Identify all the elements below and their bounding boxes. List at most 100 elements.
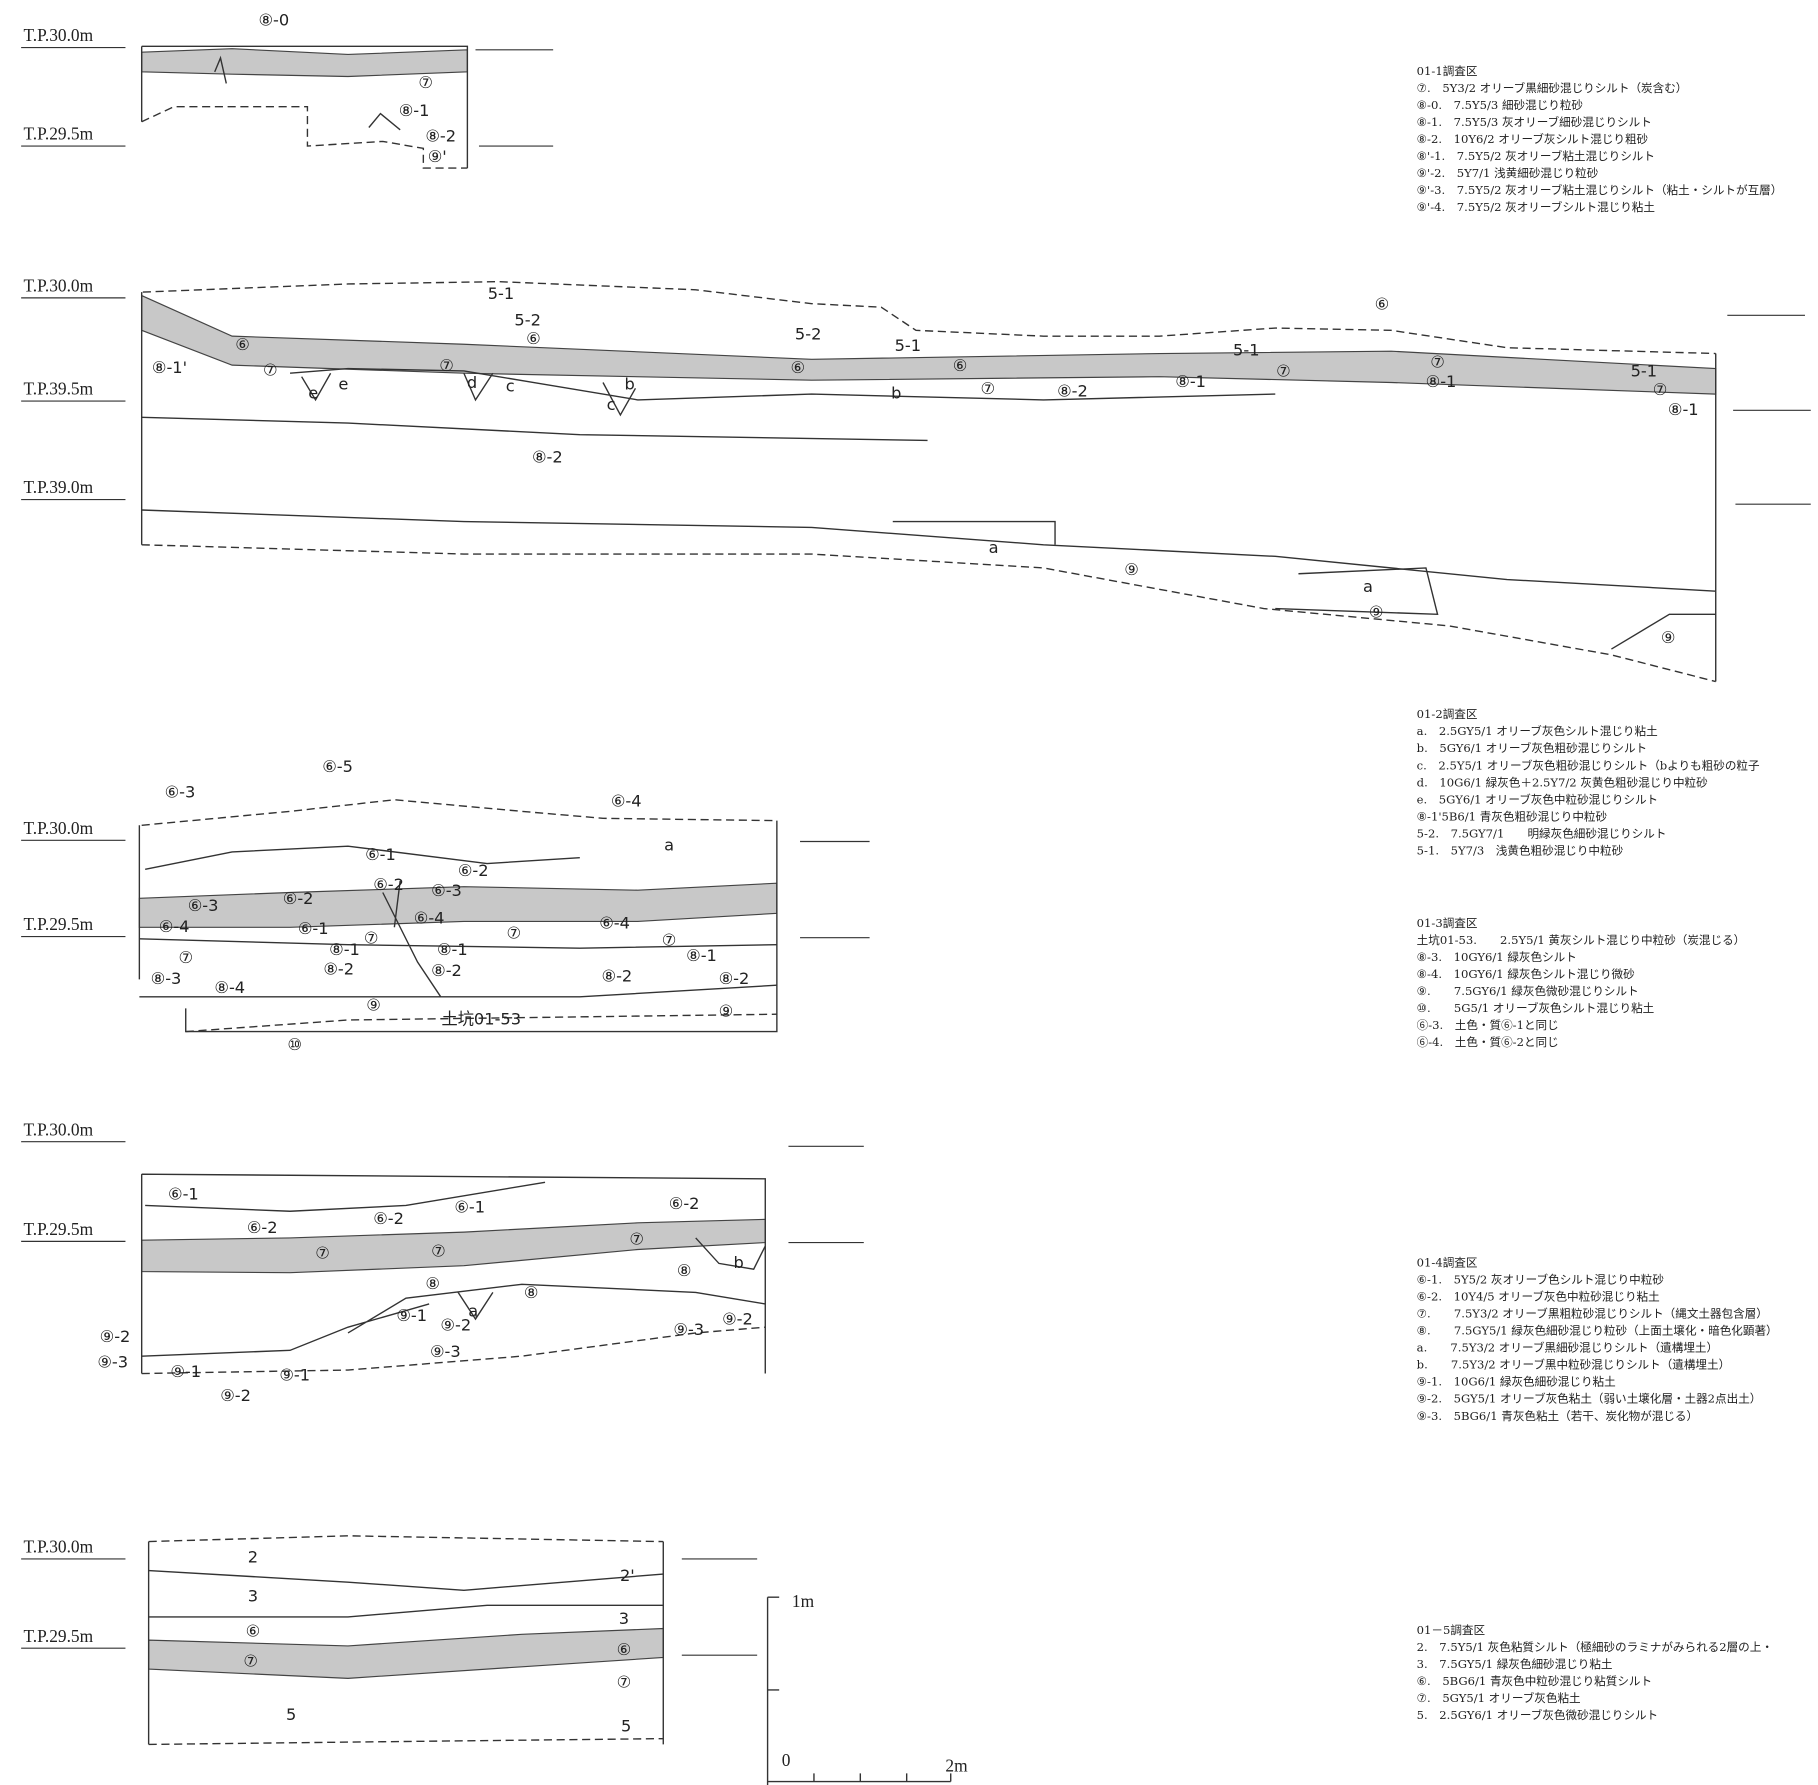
layer-label: ⑧-0 (258, 10, 289, 29)
legend-item: 5. 2.5GY6/1 オリーブ灰色微砂混じりシルト (1417, 1708, 1658, 1722)
layer-label: ⑨ (1369, 603, 1384, 622)
layer-label: ⑧-1 (686, 946, 717, 965)
legend-item: ⑨. 7.5GY6/1 緑灰色微砂混じりシルト (1417, 984, 1639, 998)
layer-label: ⑦ (506, 924, 521, 943)
legend-item: b. 7.5Y3/2 オリーブ黒中粒砂混じりシルト（遺構埋土） (1417, 1358, 1731, 1372)
layer-label: ⑧-1' (152, 358, 187, 377)
layer-label: ⑧-2 (1057, 381, 1088, 400)
layer-label: ⑨-2 (220, 1386, 251, 1405)
legend-item: ⑧-2. 10Y6/2 オリーブ灰シルト混じり粗砂 (1417, 132, 1649, 146)
layer-label: ⑥-2 (458, 861, 489, 880)
layer-label: ⑧-2 (602, 967, 633, 986)
layer-label: a (989, 538, 999, 557)
layer-label: e (338, 374, 348, 393)
layer-label: ⑦ (1653, 380, 1668, 399)
layer-label: ⑥-1 (454, 1197, 485, 1216)
layer-label: ⑥-1 (365, 845, 396, 864)
layer-label: ⑨-3 (97, 1353, 128, 1372)
legend-item: 2. 7.5Y5/1 灰色粘質シルト（極細砂のラミナがみられる2層の上・ (1417, 1640, 1773, 1654)
level-label: T.P.30.0m (23, 819, 93, 838)
legend-item: ⑥-4. 土色・質⑥-2と同じ (1417, 1035, 1559, 1049)
layer-label: ⑦ (439, 356, 454, 375)
legend-item: ⑧. 7.5GY5/1 緑灰色細砂混じり粒砂（上面土壌化・暗色化顕著） (1417, 1324, 1778, 1338)
layer-label: a (664, 836, 674, 855)
layer-label: ⑨ (1124, 560, 1139, 579)
layer-label: 5-2 (795, 324, 822, 343)
layer-label: 5-1 (1233, 341, 1260, 360)
layer-label: ⑥-4 (414, 909, 445, 928)
legend-item: ⑥-1. 5Y5/2 灰オリーブ色シルト混じり中粒砂 (1417, 1272, 1665, 1286)
layer-label: ⑧ (524, 1283, 539, 1302)
legend-item: a. 2.5GY5/1 オリーブ灰色シルト混じり粘土 (1417, 724, 1658, 738)
layer-label: ⑦ (1430, 352, 1445, 371)
level-label: T.P.29.5m (23, 915, 93, 934)
legend-item: ⑧-1. 7.5Y5/3 灰オリーブ細砂混じりシルト (1417, 115, 1652, 129)
layer-label: 2' (620, 1566, 635, 1585)
layer-label: ⑨-2 (100, 1327, 131, 1346)
level-label: T.P.30.0m (23, 276, 93, 295)
layer-label: ⑥ (790, 358, 805, 377)
layer-label: ⑧-1 (1426, 372, 1457, 391)
layer-label: d (467, 373, 477, 392)
level-label: T.P.30.0m (23, 26, 93, 45)
layer-label: a (468, 1302, 478, 1321)
legend-item: ⑦. 5Y3/2 オリーブ黒細砂混じりシルト（炭含む） (1417, 81, 1688, 95)
layer-label: 5-2 (514, 311, 540, 330)
section-5-drawing (147, 1535, 952, 1785)
layer-label: ⑥-3 (165, 782, 196, 801)
layer-label: ⑨ (719, 1001, 734, 1020)
layer-label: 土坑01-53 (442, 1010, 522, 1029)
legend-item: 5-2. 7.5GY7/1 明緑灰色細砂混じりシルト (1417, 826, 1667, 840)
legend-item: ⑧-3. 10GY6/1 緑灰色シルト (1417, 950, 1577, 964)
layer-label: ⑥ (526, 329, 541, 348)
layer-label: ⑨ (366, 996, 381, 1015)
legend-title: 01-1調査区 (1417, 64, 1478, 78)
layer-label: ⑥ (246, 1622, 261, 1641)
layer-label: b (891, 384, 901, 403)
layer-label: ⑧-1 (437, 940, 468, 959)
level-label: T.P.39.5m (23, 380, 93, 399)
legend-item: ⑨-1. 10G6/1 緑灰色細砂混じり粘土 (1417, 1375, 1616, 1389)
layer-label: ⑥-2 (247, 1218, 278, 1237)
layer-label: b (733, 1253, 743, 1272)
legend-item: ⑥-2. 10Y4/5 オリーブ灰色中粒砂混じり粘土 (1417, 1289, 1660, 1303)
layer-label: ⑧ (425, 1274, 440, 1293)
legend-item: b. 5GY6/1 オリーブ灰色粗砂混じりシルト (1417, 741, 1647, 755)
legend-item: ⑩. 5G5/1 オリーブ灰色シルト混じり粘土 (1417, 1001, 1655, 1015)
layer-label: ⑦ (431, 1241, 446, 1260)
legend-title: 01-2調査区 (1417, 707, 1478, 721)
layer-label: ⑨' (428, 147, 447, 166)
legend-item: e. 5GY6/1 オリーブ灰色中粒砂混じりシルト (1417, 792, 1658, 806)
layer-label: ⑥-2 (373, 875, 404, 894)
legend-item: ⑦. 7.5Y3/2 オリーブ黒粗粒砂混じりシルト（縄文土器包含層） (1417, 1307, 1768, 1321)
section-2-drawing (140, 280, 1811, 683)
legend-item: ⑧-1'5B6/1 青灰色粗砂混じり中粒砂 (1417, 809, 1608, 823)
layer-label: ⑧-1 (399, 101, 430, 120)
layer-label: ⑨-1 (279, 1365, 310, 1384)
layer-label: ⑥-2 (373, 1209, 404, 1228)
legend-item: 3. 7.5GY5/1 緑灰色細砂混じり粘土 (1417, 1657, 1613, 1671)
layer-label: ⑥ (235, 335, 250, 354)
layer-label: ⑦ (617, 1673, 632, 1692)
layer-label: 3 (619, 1609, 629, 1628)
layer-label: ⑨-2 (440, 1316, 471, 1335)
layer-label: ⑦ (418, 73, 433, 92)
level-label: T.P.30.0m (23, 1538, 93, 1557)
layer-label: ⑥-5 (322, 757, 353, 776)
legend-item: ⑧-0. 7.5Y5/3 細砂混じり粒砂 (1417, 98, 1584, 112)
layer-label: ⑩ (287, 1035, 302, 1054)
layer-label: ⑨-1 (396, 1306, 427, 1325)
legend-item: ⑦. 5GY5/1 オリーブ灰色粘土 (1417, 1691, 1581, 1705)
layer-label: 5-1 (1631, 362, 1658, 381)
layer-label: ⑦ (178, 948, 193, 967)
legend-item: ⑧-4. 10GY6/1 緑灰色シルト混じり微砂 (1417, 967, 1635, 981)
layer-label: ⑧-1 (1668, 400, 1699, 419)
layer-label: ⑨-3 (430, 1342, 461, 1361)
section-4-drawing (140, 1145, 864, 1375)
layer-label: ⑥-4 (611, 792, 642, 811)
layer-label: ⑥-4 (159, 917, 190, 936)
layer-label: ⑧-2 (532, 447, 563, 466)
layer-label: 5 (286, 1705, 296, 1724)
layer-label: ⑥-3 (431, 881, 462, 900)
layer-label: 3 (248, 1587, 258, 1606)
